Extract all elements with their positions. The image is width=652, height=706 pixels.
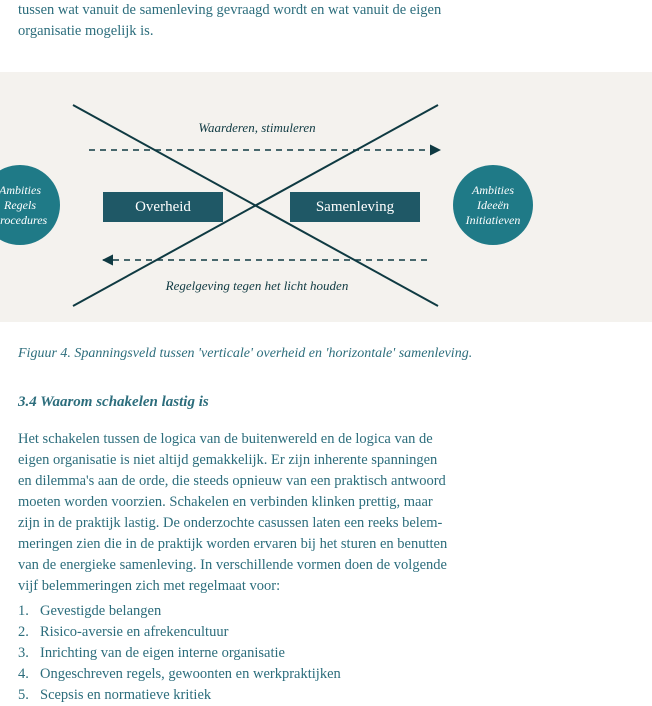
figure-4-diagram: Waarderen, stimuleren Regelgeving tegen h… — [0, 72, 652, 322]
right-circle-label-0: Ambities — [471, 183, 514, 197]
body-paragraph: Het schakelen tussen de logica van de bu… — [0, 429, 652, 597]
bottom-annotation: Regelgeving tegen het licht houden — [165, 278, 349, 293]
intro-line: organisatie mogelijk is. — [18, 23, 153, 39]
intro-paragraph: tussen wat vanuit de samenleving gevraag… — [0, 0, 652, 62]
body-line: vijf belemmeringen zich met regelmaat vo… — [18, 578, 280, 594]
body-line: en dilemma's aan de orde, die steeds opn… — [18, 473, 446, 489]
left-circle-label-0: Ambities — [0, 183, 41, 197]
obstacle-number: 3. — [18, 643, 40, 664]
obstacle-text: Inrichting van de eigen interne organisa… — [40, 643, 285, 664]
intro-line: tussen wat vanuit de samenleving gevraag… — [18, 2, 441, 18]
document-page: tussen wat vanuit de samenleving gevraag… — [0, 0, 652, 706]
left-circle-label-2: Procedures — [0, 213, 48, 227]
obstacle-item: 1.Gevestigde belangen — [18, 601, 634, 622]
diagram-svg: Waarderen, stimuleren Regelgeving tegen h… — [0, 72, 652, 322]
obstacle-item: 4.Ongeschreven regels, gewoonten en werk… — [18, 664, 634, 685]
body-line: zijn in de praktijk lastig. De onderzoch… — [18, 515, 442, 531]
obstacle-item: 3.Inrichting van de eigen interne organi… — [18, 643, 634, 664]
obstacle-text: Ongeschreven regels, gewoonten en werkpr… — [40, 664, 341, 685]
body-line: eigen organisatie is niet altijd gemakke… — [18, 452, 437, 468]
right-circle-label-2: Initiatieven — [465, 213, 521, 227]
samenleving-box-label: Samenleving — [316, 199, 395, 215]
obstacle-item: 2.Risico-aversie en afrekencultuur — [18, 622, 634, 643]
body-line: meringen zien die in de praktijk worden … — [18, 536, 447, 552]
section-heading-3-4: 3.4 Waarom schakelen lastig is — [0, 394, 652, 411]
body-line: van de energieke samenleving. In verschi… — [18, 557, 447, 573]
body-line: Het schakelen tussen de logica van de bu… — [18, 431, 433, 447]
overheid-box-label: Overheid — [135, 199, 191, 215]
obstacle-text: Scepsis en normatieve kritiek — [40, 685, 211, 706]
obstacle-text: Gevestigde belangen — [40, 601, 161, 622]
top-annotation: Waarderen, stimuleren — [198, 120, 315, 135]
obstacle-number: 1. — [18, 601, 40, 622]
obstacle-number: 2. — [18, 622, 40, 643]
left-circle-label-1: Regels — [3, 198, 36, 212]
body-line: moeten worden voorzien. Schakelen en ver… — [18, 494, 433, 510]
obstacle-number: 4. — [18, 664, 40, 685]
figure-caption: Figuur 4. Spanningsveld tussen 'vertical… — [0, 346, 652, 362]
obstacle-number: 5. — [18, 685, 40, 706]
obstacles-list: 1.Gevestigde belangen2.Risico-aversie en… — [0, 601, 652, 706]
obstacle-text: Risico-aversie en afrekencultuur — [40, 622, 228, 643]
right-circle-label-1: Ideeën — [476, 198, 509, 212]
obstacle-item: 5.Scepsis en normatieve kritiek — [18, 685, 634, 706]
